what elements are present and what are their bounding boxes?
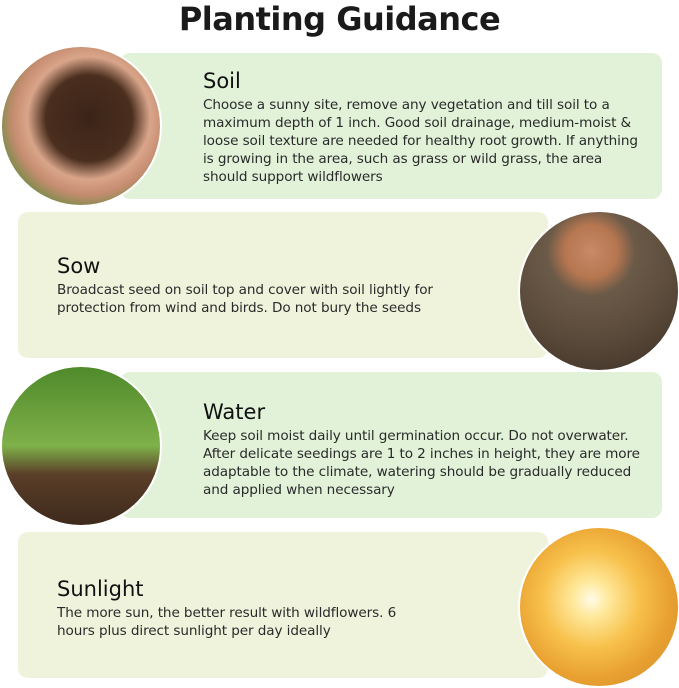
soil-text: Choose a sunny site, remove any vegetati… [203,97,638,185]
sow-card [18,212,548,358]
sow-image [518,210,679,372]
soil-image [0,45,162,207]
soil-title: Soil [203,69,241,93]
water-title: Water [203,400,266,424]
soil-card [120,53,662,199]
sunlight-image [518,526,679,688]
sow-title: Sow [57,254,101,278]
sunlight-text: The more sun, the better result with wil… [57,605,397,639]
sow-text: Broadcast seed on soil top and cover wit… [57,282,433,316]
page-title: Planting Guidance [178,0,501,38]
sunlight-title: Sunlight [57,577,144,601]
water-card [120,372,662,518]
water-text: Keep soil moist daily until germination … [203,428,640,498]
water-image [0,365,162,527]
sunlight-card [18,532,548,678]
